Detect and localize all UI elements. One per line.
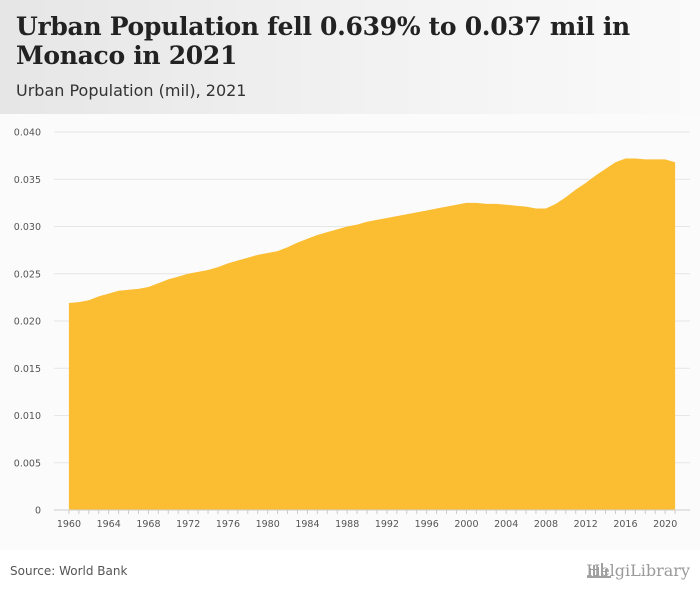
x-tick-label: 1964 (97, 519, 121, 530)
source-label: Source: World Bank (10, 564, 128, 578)
x-tick-label: 2004 (494, 519, 518, 530)
y-tick-label: 0.040 (14, 128, 41, 139)
y-tick-label: 0.030 (14, 222, 41, 233)
y-tick-label: 0.005 (14, 458, 41, 469)
x-tick-label: 2000 (454, 519, 478, 530)
page-subtitle: Urban Population (mil), 2021 (16, 81, 247, 100)
y-tick-label: 0.010 (14, 411, 41, 422)
x-tick-label: 2020 (653, 519, 677, 530)
x-tick-label: 1992 (375, 519, 399, 530)
x-tick-label: 1968 (136, 519, 160, 530)
y-tick-label: 0.015 (14, 364, 41, 375)
library-icon (587, 563, 612, 578)
brand-logo[interactable]: HelgiLibrary (586, 561, 690, 580)
x-tick-label: 1984 (295, 519, 319, 530)
page-title: Urban Population fell 0.639% to 0.037 mi… (16, 12, 630, 70)
y-tick-label: 0.020 (14, 317, 41, 328)
y-tick-label: 0.025 (14, 269, 41, 280)
x-tick-label: 1996 (415, 519, 439, 530)
y-tick-label: 0.035 (14, 175, 41, 186)
series-area (68, 158, 676, 510)
y-tick-label: 0 (35, 506, 41, 517)
footer: Source: World Bank HelgiLibrary (0, 550, 700, 596)
x-tick-label: 2012 (574, 519, 598, 530)
axis-layer: 0 0.005 0.010 0.015 0.020 0.025 0.030 0.035 0.04… (14, 128, 690, 530)
x-tick-label: 1972 (176, 519, 200, 530)
area-layer (68, 158, 676, 510)
x-tick-label: 1988 (335, 519, 359, 530)
header: Urban Population fell 0.639% to 0.037 mi… (0, 0, 700, 114)
area-chart: 0 0.005 0.010 0.015 0.020 0.025 0.030 0.035 0.04… (14, 128, 690, 530)
x-tick-label: 1980 (256, 519, 280, 530)
x-tick-label: 1976 (216, 519, 240, 530)
brand-name: HelgiLibrary (586, 561, 690, 580)
x-tick-label: 2008 (534, 519, 558, 530)
x-tick-label: 2016 (613, 519, 637, 530)
x-tick-label: 1960 (57, 519, 81, 530)
